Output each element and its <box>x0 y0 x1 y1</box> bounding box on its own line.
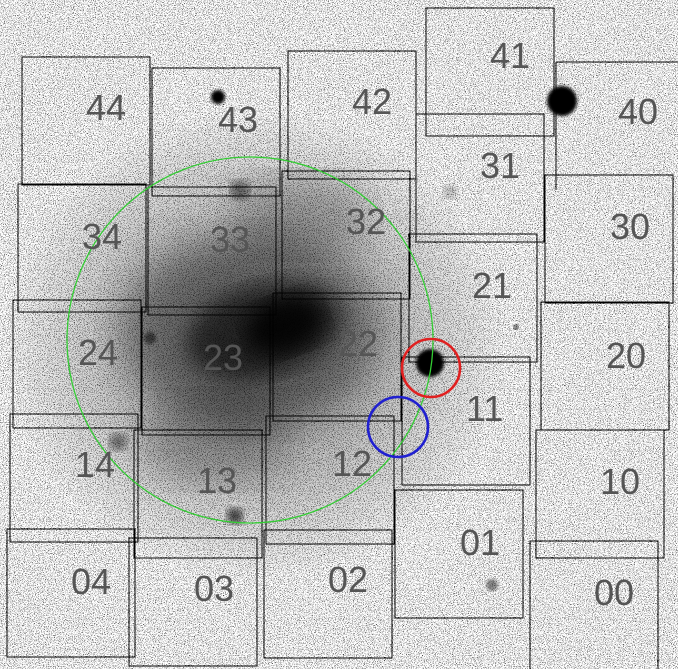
field-label-42: 42 <box>352 81 392 122</box>
field-label-43: 43 <box>218 99 258 140</box>
field-label-44: 44 <box>86 87 126 128</box>
field-label-32: 32 <box>346 201 386 242</box>
field-label-21: 21 <box>472 265 512 306</box>
field-label-10: 10 <box>600 461 640 502</box>
field-label-11: 11 <box>466 388 503 429</box>
field-label-34: 34 <box>82 216 122 257</box>
field-label-00: 00 <box>594 572 634 613</box>
field-label-04: 04 <box>71 561 111 602</box>
field-label-01: 01 <box>460 522 500 563</box>
field-label-24: 24 <box>78 332 118 373</box>
field-label-31: 31 <box>480 145 520 186</box>
field-label-22: 22 <box>338 323 378 364</box>
field-label-40: 40 <box>618 91 658 132</box>
field-label-14: 14 <box>75 444 115 485</box>
field-label-02: 02 <box>328 559 368 600</box>
field-label-30: 30 <box>610 206 650 247</box>
field-label-12: 12 <box>332 443 372 484</box>
field-label-41: 41 <box>490 35 530 76</box>
field-label-33: 33 <box>210 219 250 260</box>
field-label-20: 20 <box>606 335 646 376</box>
field-label-13: 13 <box>197 460 237 501</box>
field-label-03: 03 <box>194 568 234 609</box>
field-label-23: 23 <box>203 337 243 378</box>
